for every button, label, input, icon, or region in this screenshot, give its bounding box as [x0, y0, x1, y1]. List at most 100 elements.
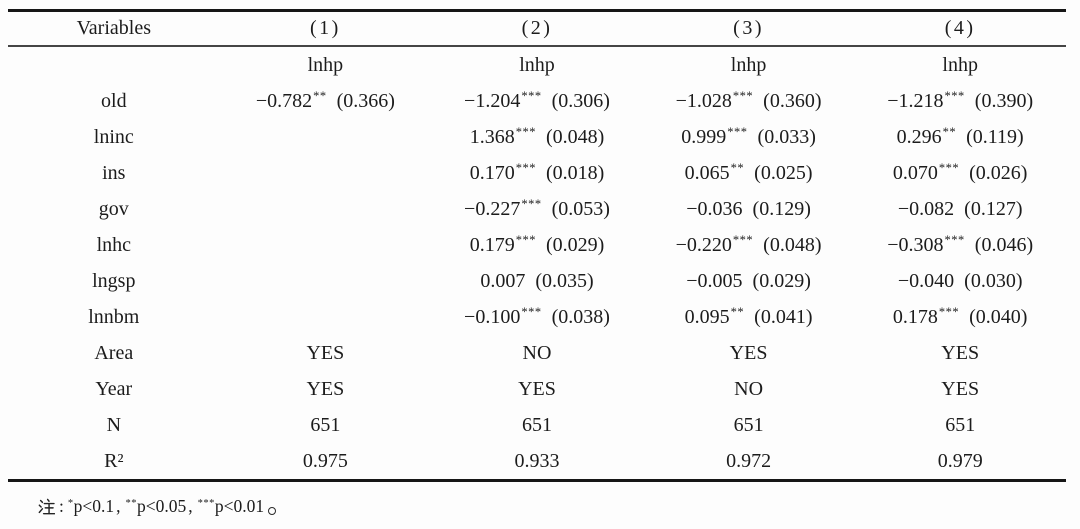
- cell: lnhp: [942, 53, 978, 76]
- standard-error: (0.033): [757, 125, 816, 148]
- cell: −0.036 (0.129): [643, 191, 855, 227]
- coefficient-value: 0.070: [892, 161, 938, 184]
- coefficient-value: 0.178: [892, 305, 938, 328]
- cell: −1.204*** (0.306): [431, 83, 643, 119]
- coefficient-value: −0.227: [464, 197, 521, 220]
- note-threshold-text: p<0.05: [137, 496, 187, 516]
- row-label: [8, 46, 220, 83]
- table-row: lnhp lnhp lnhp lnhp: [8, 46, 1066, 83]
- table-row: R² 0.975 0.933 0.972 0.979: [8, 443, 1066, 481]
- cell: [220, 263, 432, 299]
- cell: −0.005 (0.029): [643, 263, 855, 299]
- standard-error: (0.366): [336, 89, 395, 112]
- cell: 0.007 (0.035): [431, 263, 643, 299]
- row-label: ins: [102, 161, 126, 184]
- standard-error: (0.025): [754, 161, 813, 184]
- table-row: lninc 1.368*** (0.048) 0.999*** (0.033) 0.296…: [8, 119, 1066, 155]
- standard-error: (0.048): [763, 233, 822, 256]
- cell: −0.227*** (0.053): [431, 191, 643, 227]
- significance-stars: ***: [944, 232, 965, 247]
- row-label: R²: [104, 449, 124, 472]
- cell: 651: [521, 413, 552, 436]
- significance-stars: ***: [521, 196, 542, 211]
- significance-stars: **: [730, 304, 745, 319]
- note-threshold-text: p<0.1: [73, 496, 115, 516]
- row-label: gov: [98, 197, 129, 220]
- table-header: Variables (1) (2) (3) (4): [8, 10, 1066, 47]
- coefficient-value: −0.082: [897, 197, 955, 220]
- column-header-model: (3): [642, 10, 855, 47]
- coefficient-value: −0.308: [887, 233, 944, 256]
- note-ideographic-period-icon: [268, 507, 277, 515]
- standard-error: (0.030): [964, 269, 1023, 292]
- cell: −0.082 (0.127): [854, 191, 1066, 227]
- table-row: lnhc 0.179*** (0.029) −0.220*** (0.048) −0.30…: [8, 227, 1066, 263]
- cell: [220, 227, 432, 263]
- cell: YES: [941, 377, 980, 400]
- row-label: lnhc: [96, 233, 132, 256]
- note-threshold-text: p<0.01: [214, 496, 265, 516]
- cell: lnhp: [519, 53, 555, 76]
- significance-stars: ***: [515, 160, 536, 175]
- cell: [220, 155, 432, 191]
- standard-error: (0.306): [551, 89, 610, 112]
- standard-error: (0.038): [551, 305, 610, 328]
- cell: 1.368*** (0.048): [431, 119, 643, 155]
- column-header-model: (4): [854, 10, 1066, 47]
- standard-error: (0.035): [535, 269, 594, 292]
- row-label: Area: [94, 341, 134, 364]
- significance-stars: ***: [521, 88, 542, 103]
- standard-error: (0.026): [969, 161, 1028, 184]
- cell: YES: [306, 341, 345, 364]
- standard-error: (0.040): [969, 305, 1028, 328]
- significance-stars: ***: [521, 304, 542, 319]
- cell: YES: [306, 377, 345, 400]
- header-row: Variables (1) (2) (3) (4): [8, 10, 1066, 47]
- table-row: ins 0.170*** (0.018) 0.065** (0.025) 0.070***…: [8, 155, 1066, 191]
- coefficient-value: −0.100: [464, 305, 521, 328]
- cell: 0.095** (0.041): [643, 299, 855, 335]
- table-row: Year YES YES NO YES: [8, 371, 1066, 407]
- standard-error: (0.018): [545, 161, 605, 184]
- coefficient-value: −1.204: [464, 89, 521, 112]
- significance-stars: ***: [727, 124, 748, 139]
- table-row: N 651 651 651 651: [8, 407, 1066, 443]
- coefficient-value: 0.065: [684, 161, 730, 184]
- standard-error: (0.360): [763, 89, 822, 112]
- significance-stars: ***: [732, 88, 754, 103]
- table-row: gov −0.227*** (0.053) −0.036 (0.129) −0.082 (0…: [8, 191, 1066, 227]
- cell: −0.100*** (0.038): [431, 299, 643, 335]
- coefficient-value: 0.296: [896, 125, 942, 148]
- cell: 651: [310, 413, 341, 436]
- standard-error: (0.053): [551, 197, 610, 220]
- significance-stars: **: [313, 88, 327, 103]
- cell: 0.178*** (0.040): [854, 299, 1066, 335]
- significance-stars: ***: [938, 160, 960, 175]
- cell: 0.979: [937, 449, 983, 472]
- table-row: lnnbm −0.100*** (0.038) 0.095** (0.041) 0.178…: [8, 299, 1066, 335]
- standard-error: (0.029): [545, 233, 605, 256]
- row-label: lninc: [93, 125, 134, 148]
- standard-error: (0.041): [754, 305, 813, 328]
- regression-results-table: Variables (1) (2) (3) (4) lnhp lnhp lnhp lnhp ol…: [8, 9, 1066, 482]
- cell: YES: [729, 341, 768, 364]
- table-row: Area YES NO YES YES: [8, 335, 1066, 371]
- cell: NO: [522, 341, 552, 364]
- cell: YES: [941, 341, 980, 364]
- note-significance-stars: *: [67, 498, 74, 509]
- significance-stars: ***: [515, 124, 536, 139]
- column-header-model: (1): [219, 10, 432, 47]
- cell: −0.040 (0.030): [854, 263, 1066, 299]
- note-zhu-character-glyph: [37, 498, 56, 516]
- cell: −0.220*** (0.048): [643, 227, 855, 263]
- note-separator: ,: [188, 496, 193, 516]
- significance-stars: ***: [938, 304, 960, 319]
- cell: 0.170*** (0.018): [431, 155, 643, 191]
- note-text: : *p<0.1, **p<0.05, ***p<0.01: [57, 496, 264, 517]
- coefficient-value: 0.170: [469, 161, 515, 184]
- column-header-variables: Variables: [8, 10, 220, 47]
- cell: [220, 119, 432, 155]
- significance-stars: **: [730, 160, 745, 175]
- note-separator: ,: [116, 496, 121, 516]
- coefficient-value: −1.218: [887, 89, 944, 112]
